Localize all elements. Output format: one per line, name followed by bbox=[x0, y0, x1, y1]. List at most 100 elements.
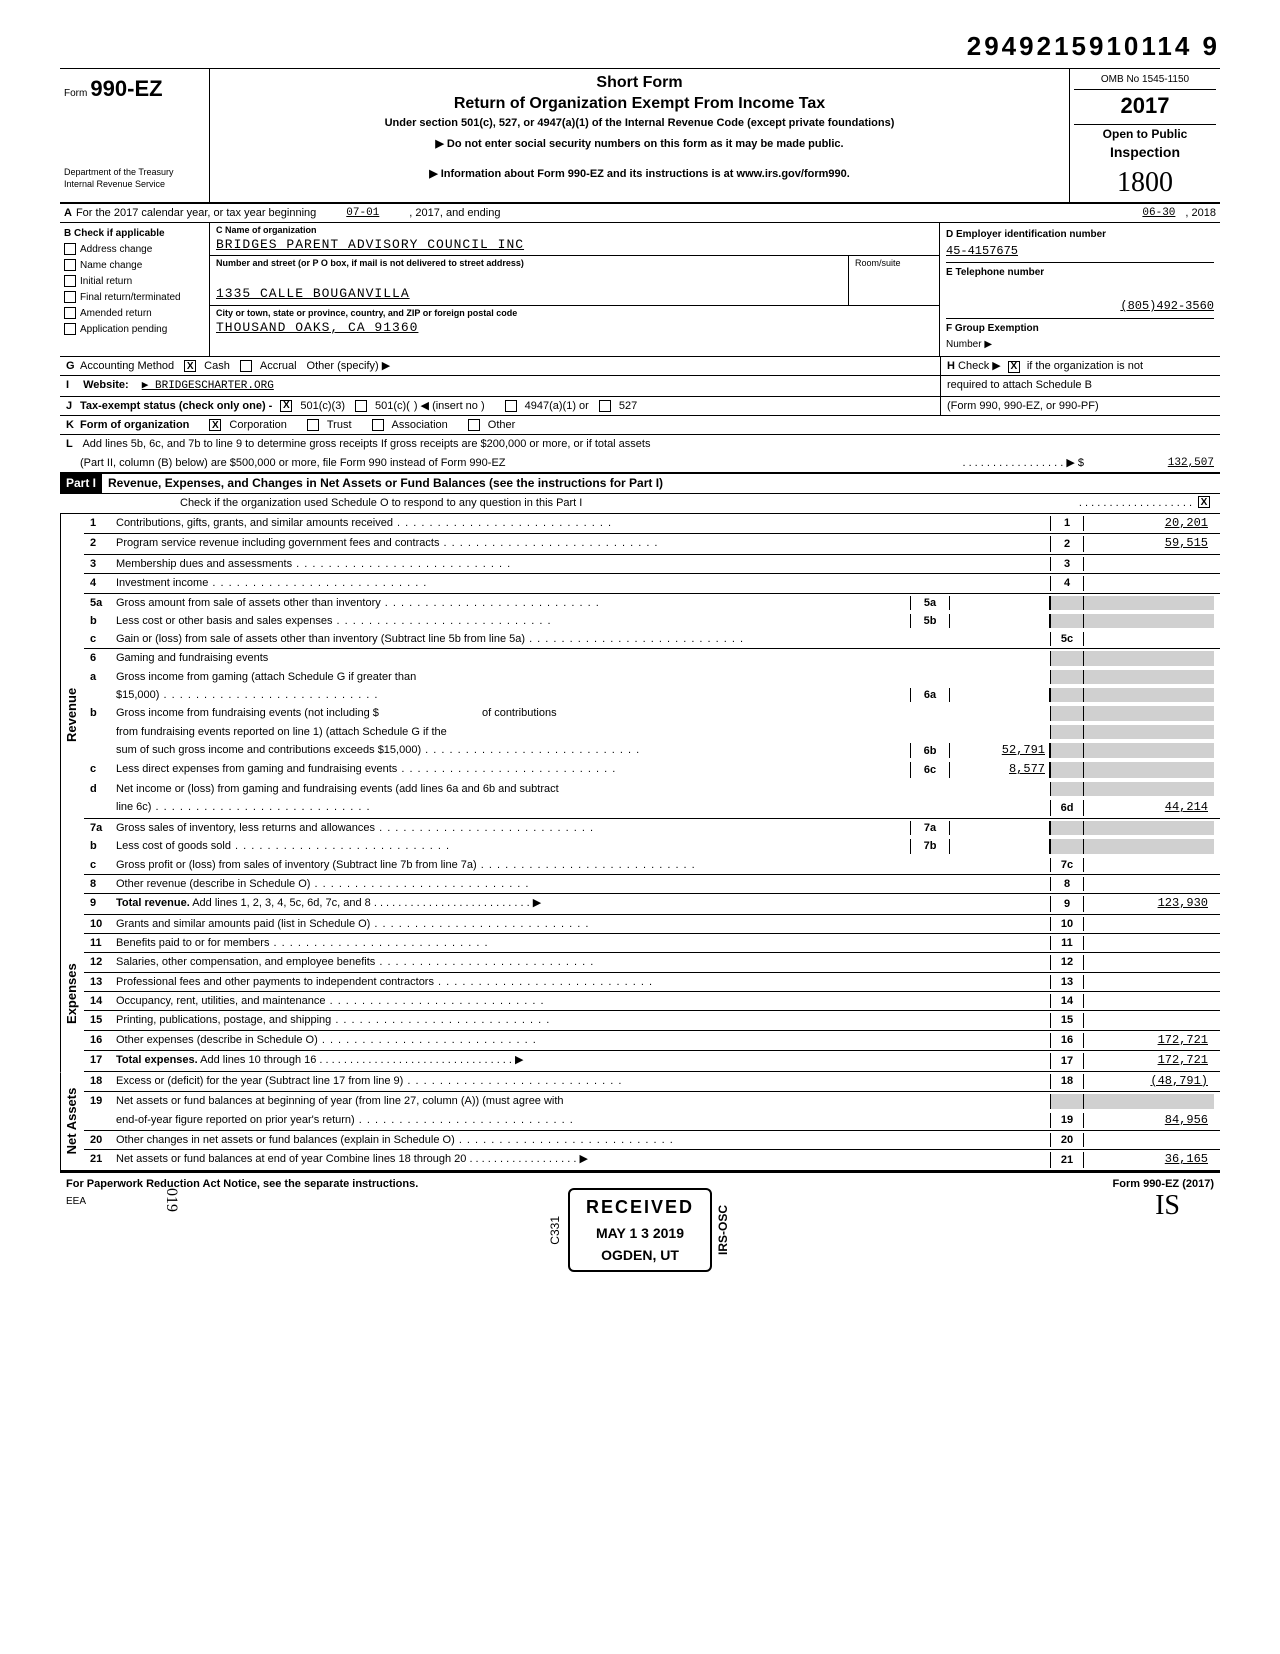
chk-cash[interactable] bbox=[184, 360, 196, 372]
chk-accrual[interactable] bbox=[240, 360, 252, 372]
chk-corporation[interactable] bbox=[209, 419, 221, 431]
line-8-val bbox=[1084, 877, 1214, 891]
line-6a2-valshade bbox=[1084, 688, 1214, 702]
line-10-col: 10 bbox=[1050, 917, 1084, 931]
part1-header: Part I Revenue, Expenses, and Changes in… bbox=[60, 472, 1220, 495]
line-11-desc: Benefits paid to or for members bbox=[116, 936, 1050, 950]
handwritten-1800: 1800 bbox=[1070, 165, 1220, 201]
lbl-527: 527 bbox=[619, 399, 637, 413]
dept2: Internal Revenue Service bbox=[64, 179, 205, 191]
tracking-number: 2949215910114 9 bbox=[60, 30, 1220, 64]
line-5a-num: 5a bbox=[90, 596, 116, 610]
line-7b-valshade bbox=[1084, 839, 1214, 853]
line-13-desc: Professional fees and other payments to … bbox=[116, 975, 1050, 989]
chk-527[interactable] bbox=[599, 400, 611, 412]
tag-h: H bbox=[947, 360, 955, 372]
line-6c-desc: Less direct expenses from gaming and fun… bbox=[116, 762, 910, 776]
h-check-label: Check ▶ bbox=[958, 360, 1001, 372]
tag-l: L bbox=[66, 437, 80, 451]
line-18-num: 18 bbox=[90, 1074, 116, 1088]
tag-j: J bbox=[66, 399, 80, 413]
line-8-col: 8 bbox=[1050, 877, 1084, 891]
line-11-col: 11 bbox=[1050, 936, 1084, 950]
line-6b-sub: 6b bbox=[910, 743, 950, 759]
chk-schedule-b[interactable] bbox=[1008, 361, 1020, 373]
chk-address-change[interactable] bbox=[64, 243, 76, 255]
line-6b-desc: Gross income from fundraising events (no… bbox=[116, 707, 379, 719]
lbl-trust: Trust bbox=[327, 418, 352, 432]
tag-g: G bbox=[66, 359, 80, 373]
line-5c-num: c bbox=[90, 632, 116, 646]
chk-other-org[interactable] bbox=[468, 419, 480, 431]
tag-i: I bbox=[66, 378, 80, 392]
row-l: L Add lines 5b, 6c, and 7b to line 9 to … bbox=[60, 435, 1220, 453]
chk-association[interactable] bbox=[372, 419, 384, 431]
chk-trust[interactable] bbox=[307, 419, 319, 431]
chk-initial-return[interactable] bbox=[64, 275, 76, 287]
form-header: Form 990-EZ Short Form Return of Organiz… bbox=[60, 68, 1220, 165]
chk-501c3[interactable] bbox=[280, 400, 292, 412]
chk-final-return[interactable] bbox=[64, 291, 76, 303]
address-row: Number and street (or P O box, if mail i… bbox=[210, 256, 849, 305]
line-20-desc: Other changes in net assets or fund bala… bbox=[116, 1133, 1050, 1147]
line-12-desc: Salaries, other compensation, and employ… bbox=[116, 955, 1050, 969]
form-number-box: Form 990-EZ bbox=[60, 69, 210, 165]
line-6b-num: b bbox=[90, 706, 116, 720]
line-8-num: 8 bbox=[90, 877, 116, 891]
name-label: C Name of organization bbox=[216, 225, 933, 237]
part1-dots: . . . . . . . . . . . . . . . . . . . bbox=[582, 496, 1192, 510]
line-5c-desc: Gain or (loss) from sale of assets other… bbox=[116, 632, 1050, 646]
chk-amended[interactable] bbox=[64, 307, 76, 319]
line-7a-subval bbox=[950, 821, 1050, 835]
chk-pending[interactable] bbox=[64, 323, 76, 335]
h-text: if the organization is not bbox=[1027, 360, 1143, 372]
begin-date: 07-01 bbox=[346, 206, 379, 220]
gross-receipts: 132,507 bbox=[1084, 456, 1214, 470]
stamp-received: RECEIVED bbox=[586, 1196, 694, 1219]
line-17-text: Add lines 10 through 16 bbox=[200, 1054, 316, 1066]
chk-name-change[interactable] bbox=[64, 259, 76, 271]
line-19-desc2: end-of-year figure reported on prior yea… bbox=[116, 1113, 1050, 1127]
lbl-address-change: Address change bbox=[80, 243, 152, 256]
part1-label: Part I bbox=[60, 474, 102, 494]
line-6b2-valshade bbox=[1084, 725, 1214, 739]
dept-row: Department of the Treasury Internal Reve… bbox=[60, 165, 1220, 203]
chk-501c[interactable] bbox=[355, 400, 367, 412]
line-17-col: 17 bbox=[1050, 1053, 1084, 1069]
line-6d-valshade bbox=[1084, 782, 1214, 796]
line-12-val bbox=[1084, 955, 1214, 969]
line-6b3-shade bbox=[1050, 743, 1084, 759]
form-title-box: Short Form Return of Organization Exempt… bbox=[210, 69, 1070, 165]
line-2-col: 2 bbox=[1050, 536, 1084, 552]
line-14-col: 14 bbox=[1050, 994, 1084, 1008]
line-5b-shade bbox=[1050, 614, 1084, 628]
line-6a-num: a bbox=[90, 670, 116, 684]
lbl-name-change: Name change bbox=[80, 259, 142, 272]
website-value: ▶ BRIDGESCHARTER.ORG bbox=[142, 380, 274, 392]
line-16-num: 16 bbox=[90, 1033, 116, 1047]
col-b: B Check if applicable Address change Nam… bbox=[60, 223, 210, 356]
chk-schedule-o[interactable] bbox=[1198, 496, 1210, 508]
chk-4947[interactable] bbox=[505, 400, 517, 412]
line-18-desc: Excess or (deficit) for the year (Subtra… bbox=[116, 1074, 1050, 1088]
row-k: K Form of organization Corporation Trust… bbox=[60, 416, 1220, 435]
lbl-corporation: Corporation bbox=[229, 418, 286, 432]
line-18-val: (48,791) bbox=[1084, 1074, 1214, 1090]
line-7b-subval bbox=[950, 839, 1050, 853]
line-4-num: 4 bbox=[90, 576, 116, 590]
section-a: A For the 2017 calendar year, or tax yea… bbox=[60, 204, 1220, 223]
line-5a-desc: Gross amount from sale of assets other t… bbox=[116, 596, 910, 610]
revenue-section: Revenue 1Contributions, gifts, grants, a… bbox=[60, 514, 1220, 915]
line-9-val: 123,930 bbox=[1084, 896, 1214, 912]
line-6a-shade bbox=[1050, 670, 1084, 684]
line-7a-valshade bbox=[1084, 821, 1214, 835]
line-9-bold: Total revenue. bbox=[116, 897, 190, 909]
line-10-val bbox=[1084, 917, 1214, 931]
l-text2: (Part II, column (B) below) are $500,000… bbox=[80, 456, 506, 470]
line-13-col: 13 bbox=[1050, 975, 1084, 989]
omb-box: OMB No 1545-1150 2017 Open to Public Ins… bbox=[1070, 69, 1220, 165]
revenue-side-label: Revenue bbox=[60, 514, 84, 915]
line-8-desc: Other revenue (describe in Schedule O) bbox=[116, 877, 1050, 891]
subtitle: Under section 501(c), 527, or 4947(a)(1)… bbox=[218, 116, 1061, 130]
lbl-cash: Cash bbox=[204, 359, 230, 373]
